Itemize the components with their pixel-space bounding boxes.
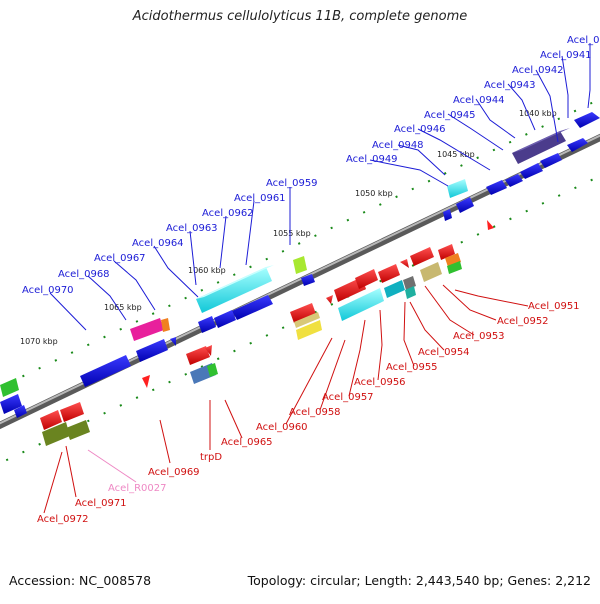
label-acel-0965[interactable]: Acel_0965 xyxy=(221,437,273,448)
tick-1040: 1040 kbp xyxy=(519,109,557,118)
tick-1045: 1045 kbp xyxy=(437,150,475,159)
label-acel-0955[interactable]: Acel_0955 xyxy=(386,362,438,373)
label-acel-0952[interactable]: Acel_0952 xyxy=(497,316,549,327)
label-acel-0945[interactable]: Acel_0945 xyxy=(424,110,476,121)
tick-1065: 1065 kbp xyxy=(104,303,142,312)
gene-acel-0970[interactable] xyxy=(80,355,131,387)
gene-acel-0960[interactable] xyxy=(290,303,322,340)
accession-text: Accession: NC_008578 xyxy=(9,573,152,588)
label-acel-0944[interactable]: Acel_0944 xyxy=(453,95,505,106)
label-acel-0956[interactable]: Acel_0956 xyxy=(354,377,406,388)
label-acel-0948[interactable]: Acel_0948 xyxy=(372,140,424,151)
tick-1050: 1050 kbp xyxy=(355,189,393,198)
label-acel-0967[interactable]: Acel_0967 xyxy=(94,253,146,264)
gene-acel-0961[interactable] xyxy=(196,265,274,313)
gene-acel-0971[interactable] xyxy=(60,402,84,422)
leader-lines-reverse xyxy=(43,284,529,514)
gene-acel-0941[interactable] xyxy=(567,138,588,152)
label-acel-0963[interactable]: Acel_0963 xyxy=(166,223,218,234)
gene-acel-0962[interactable] xyxy=(232,295,273,320)
label-acel-0972[interactable]: Acel_0972 xyxy=(37,514,89,525)
tick-1055: 1055 kbp xyxy=(273,229,311,238)
tick-labels: 1040 kbp 1045 kbp 1050 kbp 1055 kbp 1060… xyxy=(20,109,557,346)
gene-acel-0943[interactable] xyxy=(540,153,562,168)
gene-edge-left[interactable] xyxy=(0,378,27,418)
gene-acel-0945[interactable] xyxy=(505,174,523,187)
gene-acel-0955[interactable] xyxy=(403,276,416,299)
label-acel-0953[interactable]: Acel_0953 xyxy=(453,331,505,342)
gene-acel-0972[interactable] xyxy=(40,410,90,446)
label-acel-0968[interactable]: Acel_0968 xyxy=(58,269,110,280)
gene-acel-0954[interactable] xyxy=(378,264,400,283)
gene-acel-0959[interactable] xyxy=(293,256,315,286)
gene-trpd[interactable] xyxy=(190,363,218,384)
gene-acel-0948[interactable] xyxy=(447,179,468,198)
gene-acel-0940[interactable] xyxy=(574,112,600,128)
label-acel-0941[interactable]: Acel_0941 xyxy=(540,50,592,61)
gene-acel-0949[interactable] xyxy=(443,197,474,221)
scale-ring-outer xyxy=(0,98,600,389)
label-acel-0949[interactable]: Acel_0949 xyxy=(346,154,398,165)
label-acel-0960[interactable]: Acel_0960 xyxy=(256,422,308,433)
label-acel-0943[interactable]: Acel_0943 xyxy=(484,80,536,91)
genome-summary-text: Topology: circular; Length: 2,443,540 bp… xyxy=(247,573,591,588)
gene-acel-0963[interactable] xyxy=(214,310,236,328)
gene-acel-0965[interactable] xyxy=(186,345,212,365)
label-acel-0954[interactable]: Acel_0954 xyxy=(418,347,470,358)
tick-1070: 1070 kbp xyxy=(20,337,58,346)
gene-acel-0958[interactable] xyxy=(326,269,378,304)
label-acel-0946[interactable]: Acel_0946 xyxy=(394,124,446,135)
label-acel-0971[interactable]: Acel_0971 xyxy=(75,498,127,509)
label-acel-0942[interactable]: Acel_0942 xyxy=(512,65,564,76)
label-trpd[interactable]: trpD xyxy=(200,452,222,463)
forward-gene-labels: Acel_0940 Acel_0941 Acel_0942 Acel_0943 … xyxy=(22,35,600,296)
gene-acel-0951[interactable] xyxy=(438,244,462,274)
label-acel-0951[interactable]: Acel_0951 xyxy=(528,301,580,312)
reverse-strand-genes xyxy=(40,220,494,446)
reverse-gene-labels: Acel_0951 Acel_0952 Acel_0953 Acel_0954 … xyxy=(37,301,580,525)
gene-acel-0952[interactable] xyxy=(420,262,442,282)
gene-acel-0968[interactable] xyxy=(136,337,176,362)
gene-acel-0957[interactable] xyxy=(338,288,384,321)
gene-acel-0967[interactable] xyxy=(130,318,170,341)
label-acel-0969[interactable]: Acel_0969 xyxy=(148,467,200,478)
leader-line-rna xyxy=(87,449,137,483)
label-acel-0964[interactable]: Acel_0964 xyxy=(132,238,184,249)
gene-acel-0944[interactable] xyxy=(520,163,543,179)
label-acel-0962[interactable]: Acel_0962 xyxy=(202,208,254,219)
map-title: Acidothermus cellulolyticus 11B, complet… xyxy=(132,9,468,24)
tick-1060: 1060 kbp xyxy=(188,266,226,275)
gene-acel-0946[interactable] xyxy=(486,180,507,195)
label-acel-0959[interactable]: Acel_0959 xyxy=(266,178,318,189)
label-acel-r0027[interactable]: Acel_R0027 xyxy=(108,483,167,494)
gene-marker-red[interactable] xyxy=(487,220,494,230)
label-acel-0970[interactable]: Acel_0970 xyxy=(22,285,74,296)
label-acel-0961[interactable]: Acel_0961 xyxy=(234,193,286,204)
label-acel-0958[interactable]: Acel_0958 xyxy=(289,407,341,418)
label-acel-0957[interactable]: Acel_0957 xyxy=(322,392,374,403)
gene-acel-0964[interactable] xyxy=(198,316,216,333)
gene-acel-0969[interactable] xyxy=(142,375,150,388)
gene-acel-0953[interactable] xyxy=(400,247,434,268)
forward-strand-genes xyxy=(0,112,600,418)
leader-lines-forward xyxy=(49,43,591,331)
gene-acel-0956[interactable] xyxy=(384,280,405,298)
gene-acel-0942[interactable] xyxy=(512,128,570,164)
label-acel-0940[interactable]: Acel_0940 xyxy=(567,35,600,46)
